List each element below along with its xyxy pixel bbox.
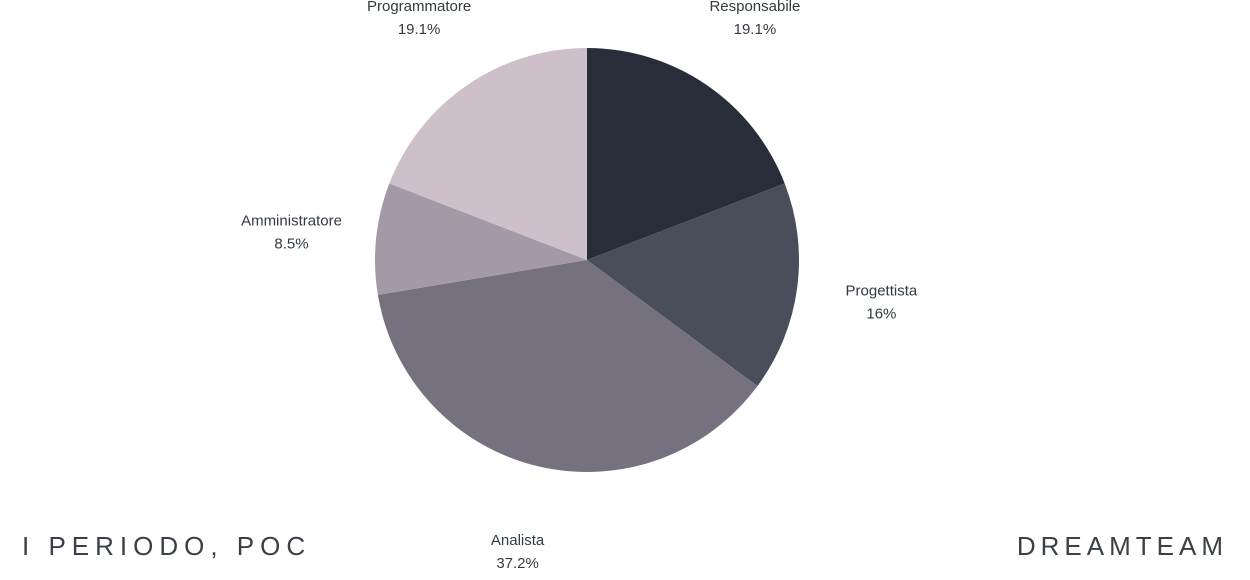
footer-period-label: I PERIODO, POC <box>22 531 312 561</box>
pie-slice-programmatore <box>389 48 587 260</box>
slice-label-responsabile: Responsabile <box>709 0 800 15</box>
footer-team-name: DREAMTEAM <box>1016 531 1228 561</box>
slice-value-progettista: 16% <box>866 306 896 323</box>
pie-slices <box>374 48 799 473</box>
slice-value-responsabile: 19.1% <box>734 21 777 38</box>
pie-slice-progettista <box>587 183 799 387</box>
slice-value-programmatore: 19.1% <box>398 21 441 38</box>
pie-slice-analista <box>377 260 758 473</box>
pie-slice-amministratore <box>374 183 587 295</box>
slice-label-analista: Analista <box>491 532 545 549</box>
slice-label-progettista: Progettista <box>846 283 918 300</box>
slice-label-amministratore: Amministratore <box>241 213 342 230</box>
slice-label-programmatore: Programmatore <box>367 0 471 15</box>
slice-value-analista: 37.2% <box>496 555 539 572</box>
pie-slice-responsabile <box>587 48 785 260</box>
pie-labels: Responsabile 19.1% Progettista 16% Analista 3… <box>241 0 918 572</box>
slice-value-amministratore: 8.5% <box>274 236 308 253</box>
